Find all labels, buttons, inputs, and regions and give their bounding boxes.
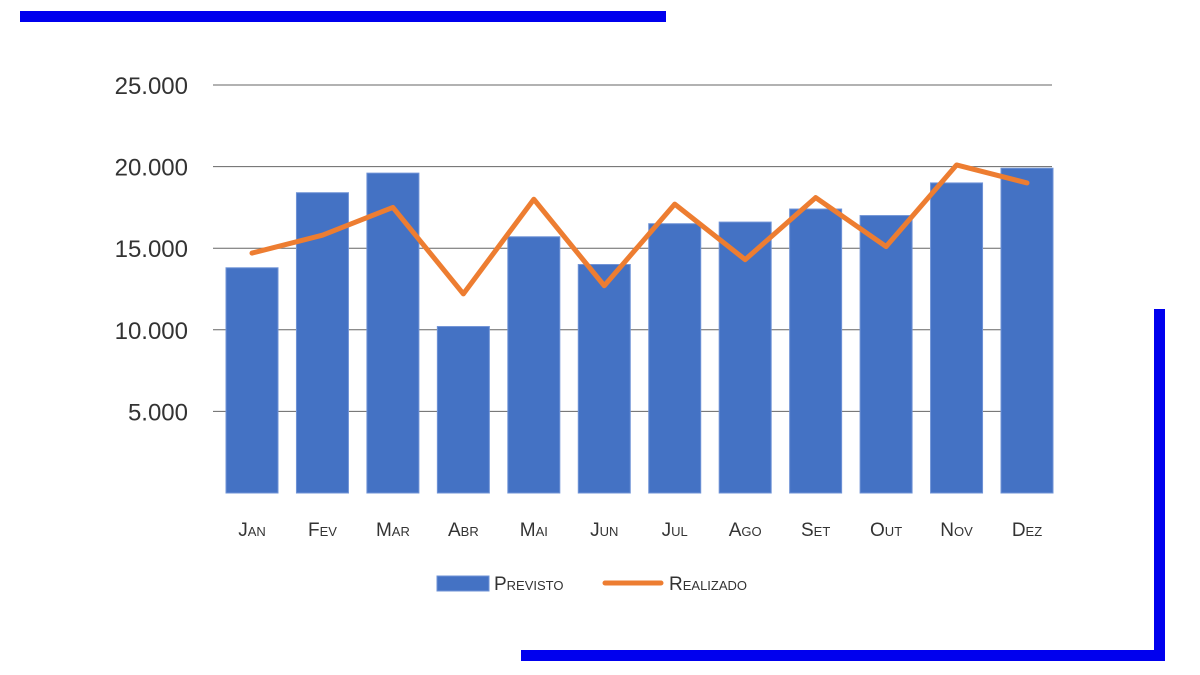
series-line-realizado — [249, 162, 1030, 297]
bar-previsto — [1000, 167, 1054, 494]
x-axis: Jan Fev Mar Abr Mai Jun Jul Ago Set Out Nov Dez — [238, 520, 1042, 541]
bar-previsto — [789, 208, 843, 494]
bar-previsto — [366, 172, 420, 494]
bar-previsto — [577, 264, 631, 494]
bottom-accent-bar — [521, 650, 1165, 661]
right-accent-bar — [1154, 309, 1165, 661]
x-tick-label: Nov — [940, 520, 973, 541]
legend-label-previsto: Previsto — [494, 574, 564, 595]
y-tick-label: 25.000 — [115, 73, 188, 100]
bar-previsto — [436, 326, 490, 494]
x-tick-label: Ago — [729, 520, 762, 541]
bar-previsto — [648, 223, 702, 494]
bar-previsto — [930, 182, 984, 494]
y-tick-label: 20.000 — [115, 155, 188, 182]
x-tick-label: Jan — [238, 520, 266, 541]
x-tick-label: Fev — [308, 520, 337, 541]
y-axis: 5.000 10.000 15.000 20.000 25.000 — [115, 73, 188, 426]
y-tick-label: 5.000 — [128, 399, 188, 426]
bars-previsto — [225, 167, 1054, 494]
bar-previsto — [859, 215, 913, 494]
y-tick-label: 15.000 — [115, 236, 188, 263]
legend-swatch-previsto — [436, 575, 490, 592]
legend-label-realizado: Realizado — [669, 574, 747, 595]
top-accent-bar — [20, 11, 666, 22]
x-tick-label: Jul — [662, 520, 688, 541]
x-tick-label: Jun — [590, 520, 618, 541]
x-tick-label: Dez — [1012, 520, 1042, 541]
bar-previsto — [507, 236, 561, 494]
x-tick-label: Mar — [376, 520, 410, 541]
bar-previsto — [295, 192, 349, 494]
legend: Previsto Realizado — [436, 574, 747, 595]
x-tick-label: Abr — [448, 520, 479, 541]
y-tick-label: 10.000 — [115, 318, 188, 345]
line-realizado — [249, 162, 1030, 297]
bar-previsto — [718, 221, 772, 494]
bar-previsto — [225, 267, 279, 494]
x-tick-label: Mai — [520, 520, 548, 541]
x-tick-label: Out — [870, 520, 902, 541]
x-tick-label: Set — [801, 520, 830, 541]
